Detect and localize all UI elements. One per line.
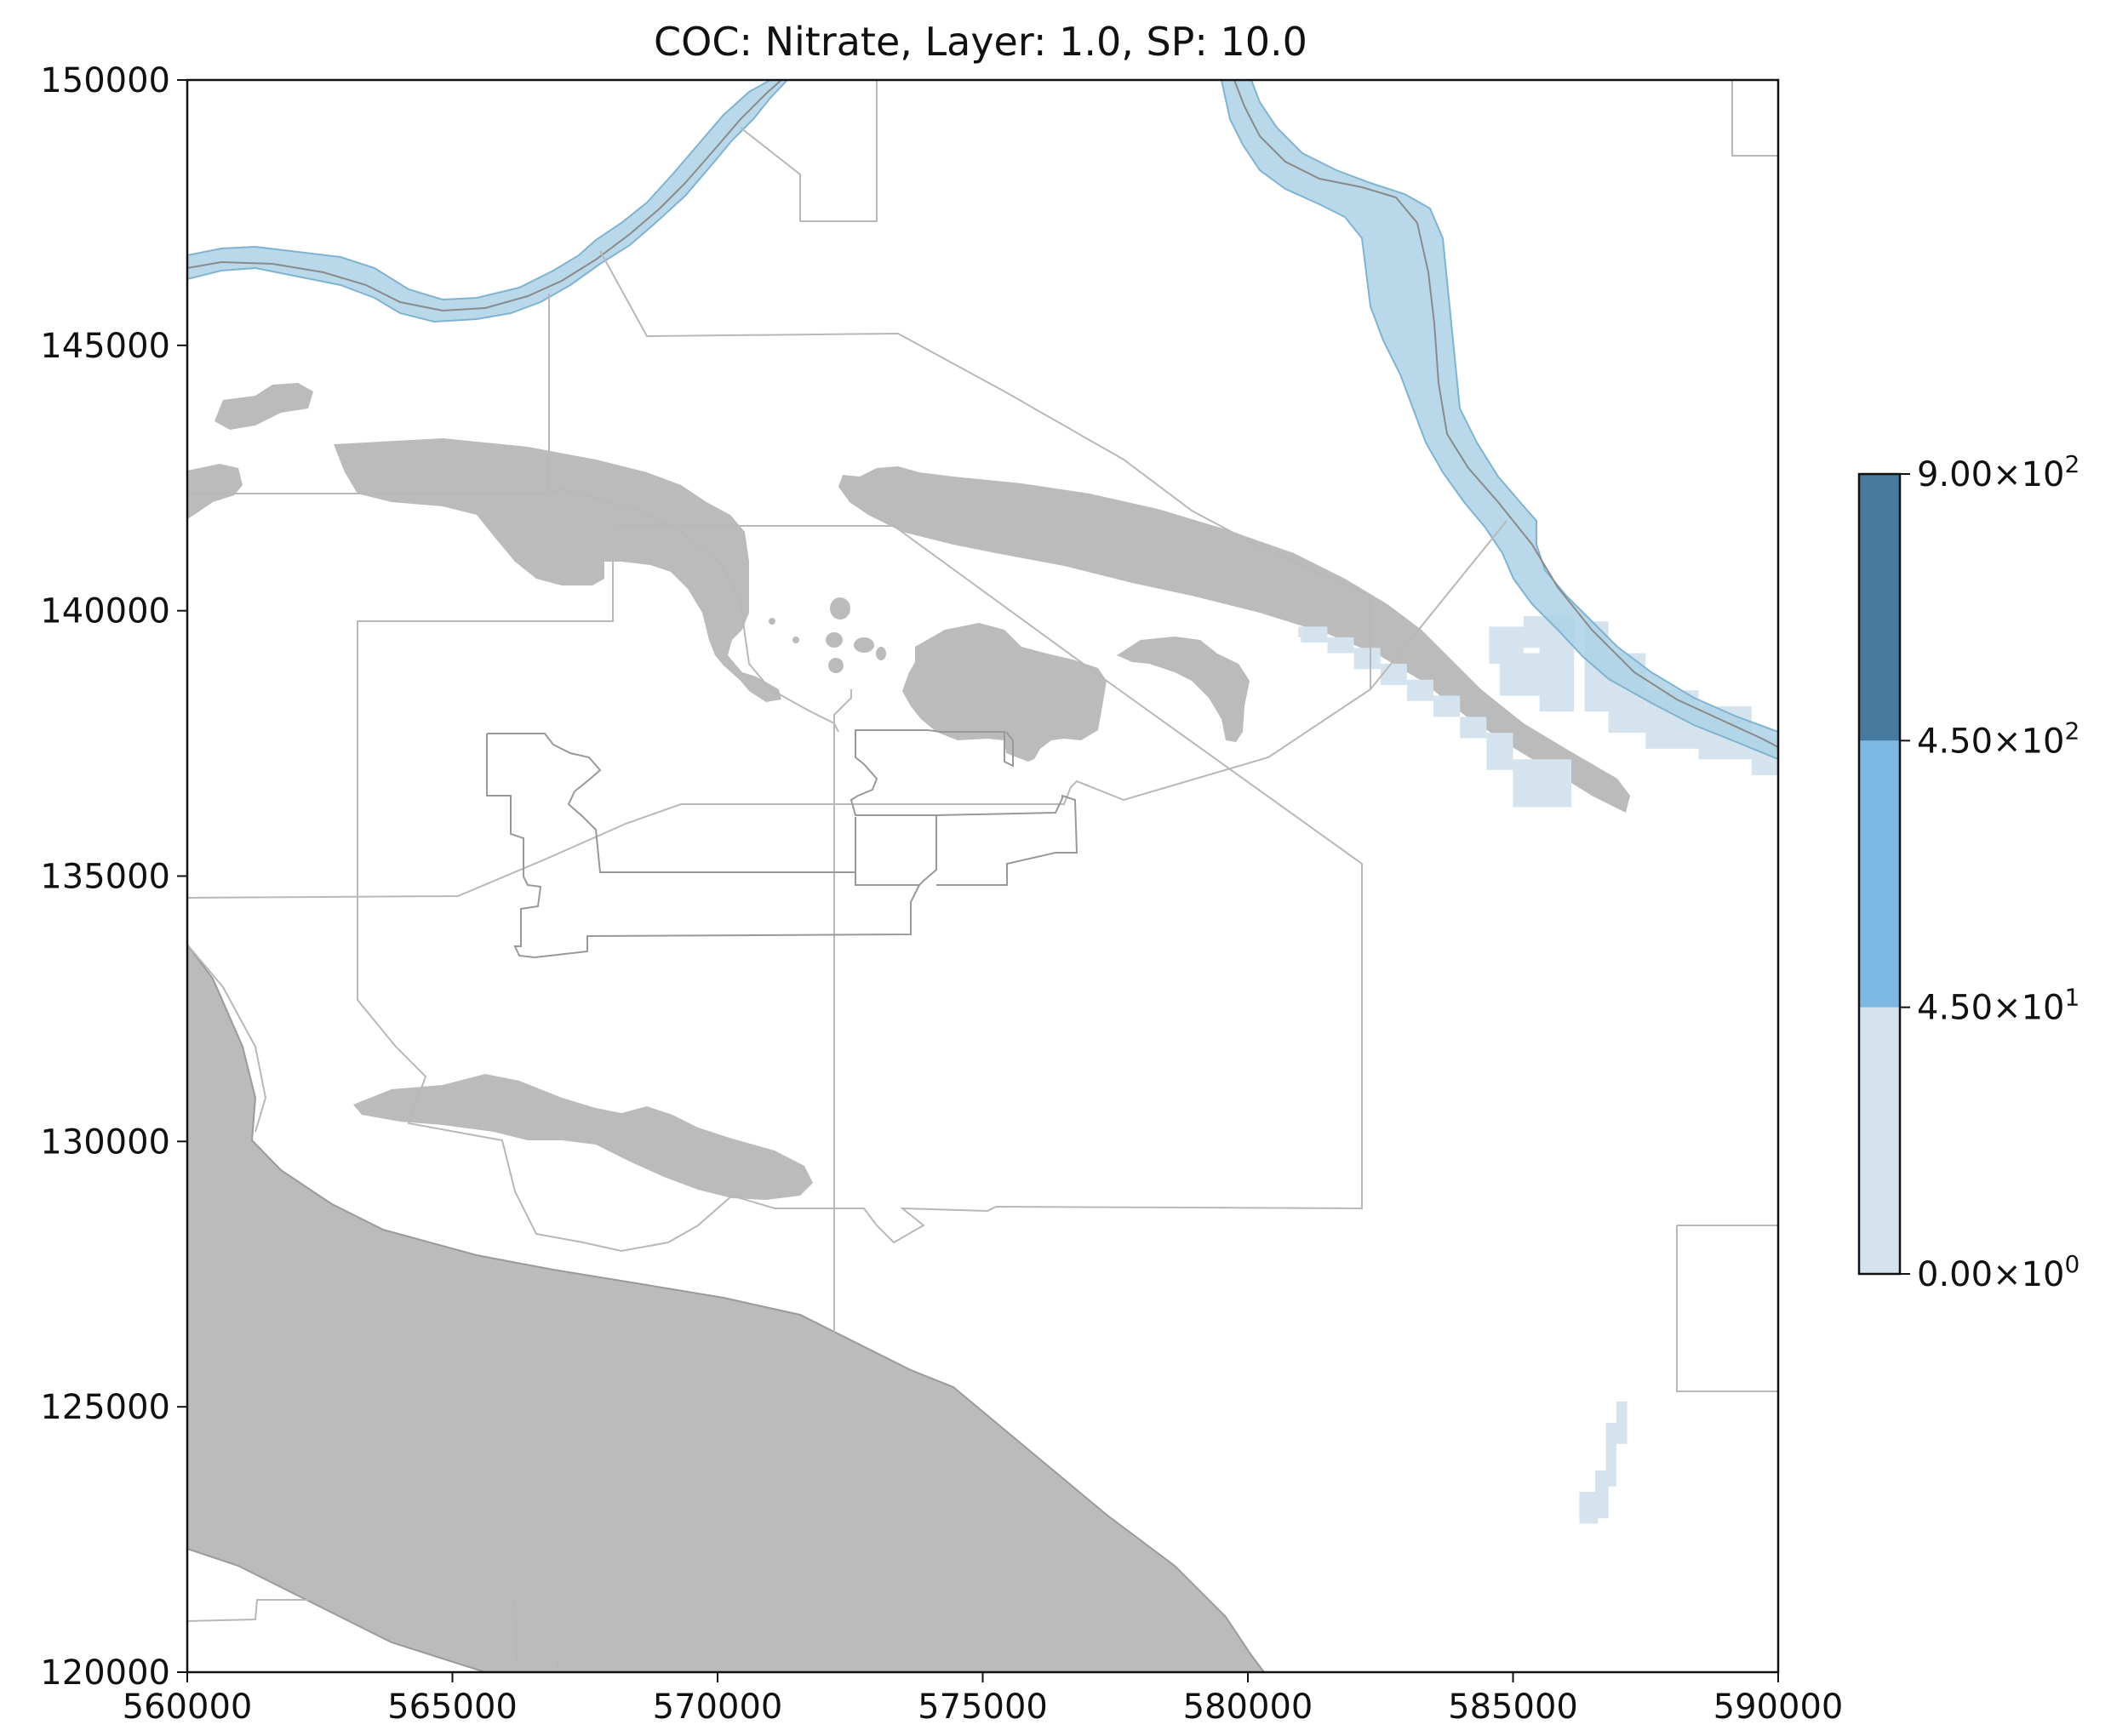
facility-outline-south: [486, 734, 920, 959]
x-tick-label-3: 575000: [918, 1687, 1048, 1727]
boundary-line-5: [357, 525, 1363, 1253]
river-columbia-east: [1220, 80, 1778, 761]
colorbar-frame: [1857, 472, 1902, 1276]
y-tick-label-0: 120000: [40, 1653, 170, 1693]
map-plot-area: 560000 565000 570000 575000 580000 585000 5900…: [40, 61, 1843, 1727]
gray-patch-small-5: [876, 647, 886, 660]
gray-lens-7: [187, 464, 243, 519]
x-tick-label-5: 585000: [1448, 1687, 1578, 1727]
plume-cell-3: [1353, 648, 1381, 670]
plume-cell-23: [1579, 1491, 1599, 1524]
boundary-line-9: [1676, 1225, 1778, 1392]
boundary-line-3: [187, 488, 839, 733]
x-tick-label-2: 570000: [653, 1687, 783, 1727]
colorbar: 0.00×100 4.50×101 4.50×102 9.00×102: [1857, 450, 2080, 1294]
gray-lens-5: [353, 1074, 813, 1200]
colorbar-label-1: 4.50×101: [1917, 984, 2080, 1028]
y-tick-label-4: 140000: [40, 592, 170, 631]
colorbar-level-2: [1859, 474, 1900, 741]
plume-cell-0: [1298, 626, 1301, 637]
gray-lens-6: [215, 383, 313, 430]
x-tick-label-6: 590000: [1713, 1687, 1844, 1727]
gray-patch-small-1: [830, 597, 850, 620]
boundary-line-7: [740, 81, 878, 222]
y-axis: 120000 125000 130000 135000 140000 145000 1500…: [40, 61, 187, 1693]
gray-lens-4: [1117, 637, 1250, 742]
x-tick-label-0: 560000: [123, 1687, 253, 1727]
colorbar-label-3: 9.00×102: [1917, 450, 2080, 494]
gray-lens-3: [902, 623, 1107, 762]
y-tick-label-6: 150000: [40, 61, 170, 100]
colorbar-level-0: [1859, 1007, 1900, 1274]
plume-cell-13: [1523, 615, 1540, 648]
x-axis: 560000 565000 570000 575000 580000 585000 5900…: [123, 1672, 1844, 1727]
boundary-line-1: [187, 520, 1507, 899]
facility-boundary: [486, 729, 1078, 959]
plume-cell-12: [1499, 653, 1540, 696]
gray-lens-1: [334, 438, 781, 702]
colorbar-label-2: 4.50×102: [1917, 717, 2080, 761]
x-tick-label-4: 580000: [1183, 1687, 1313, 1727]
gray-patch-small-7: [792, 637, 799, 643]
facility-outline-east: [855, 794, 1078, 886]
plume-cell-20: [1616, 1401, 1628, 1444]
gray-patch-small-4: [828, 658, 844, 673]
plume-cell-5: [1406, 679, 1434, 701]
plume-cell-2: [1327, 637, 1354, 654]
x-tick-label-1: 565000: [387, 1687, 518, 1727]
boundary-lines: [187, 80, 1778, 1672]
river-centerline-east: [1233, 80, 1778, 748]
chart-title: COC: Nitrate, Layer: 1.0, SP: 10.0: [654, 19, 1307, 65]
plume-cell-11: [1499, 626, 1524, 654]
plume-cell-4: [1380, 664, 1407, 685]
boundary-line-8: [187, 944, 267, 1133]
plume-cell-22: [1595, 1470, 1609, 1519]
gray-lens-2: [838, 466, 1630, 813]
gray-bedrock-region: [187, 943, 1266, 1672]
boundary-line-11: [187, 1599, 558, 1672]
gray-patch-small-6: [769, 618, 775, 625]
river-columbia-upper: [187, 80, 789, 323]
colorbar-label-0: 0.00×100: [1917, 1250, 2080, 1294]
plume-cell-10: [1489, 626, 1500, 665]
y-tick-label-5: 145000: [40, 327, 170, 366]
y-tick-label-2: 130000: [40, 1122, 170, 1162]
plume-cell-1: [1301, 626, 1328, 643]
plume-cell-6: [1433, 695, 1461, 717]
gray-patch-small-2: [826, 632, 843, 648]
boundary-line-2: [599, 250, 1371, 689]
plume-cell-7: [1460, 717, 1487, 739]
colorbar-level-1: [1859, 740, 1900, 1008]
boundary-line-6: [833, 689, 852, 1336]
river-centerline-upper: [187, 80, 782, 312]
y-tick-label-1: 125000: [40, 1388, 170, 1427]
y-tick-label-3: 135000: [40, 858, 170, 897]
facility-outline-west: [487, 729, 1014, 886]
plume-cell-8: [1486, 733, 1513, 770]
plume-cell-9: [1513, 759, 1572, 808]
boundary-line-10: [1731, 80, 1778, 157]
plume-cell-21: [1605, 1422, 1616, 1487]
gray-patch-small-3: [854, 637, 874, 653]
